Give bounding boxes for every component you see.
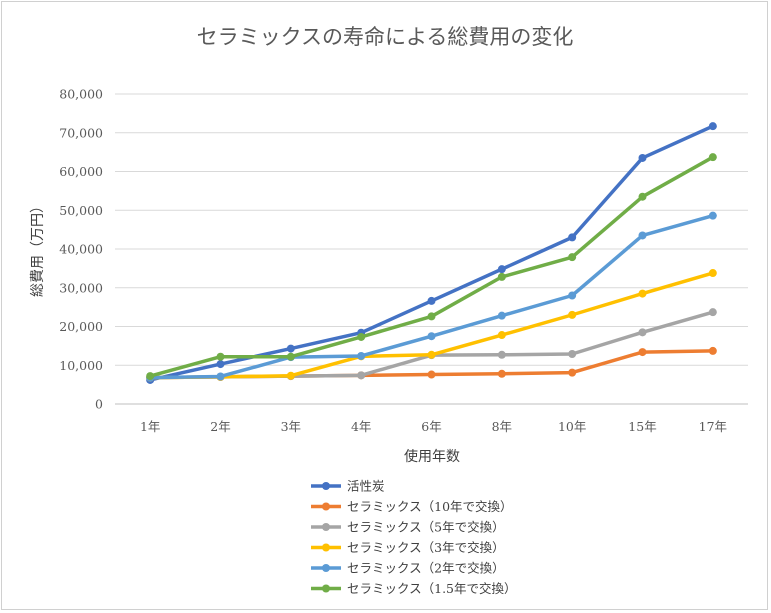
data-point bbox=[638, 153, 647, 162]
legend-label: セラミックス（1.5年で交換） bbox=[347, 581, 517, 596]
data-point bbox=[568, 233, 577, 242]
data-point bbox=[497, 265, 506, 274]
y-axis-title: 総費用（万円） bbox=[30, 199, 46, 297]
y-tick-label: 0 bbox=[95, 397, 103, 412]
x-tick-label: 17年 bbox=[699, 419, 727, 434]
data-point bbox=[638, 231, 647, 240]
data-point bbox=[497, 369, 506, 378]
x-axis-title: 使用年数 bbox=[404, 448, 460, 465]
series-path bbox=[148, 310, 715, 380]
legend-swatch-marker bbox=[322, 502, 330, 511]
x-tick-label: 8年 bbox=[492, 419, 512, 434]
legend-label: 活性炭 bbox=[347, 479, 385, 494]
x-tick-label: 10年 bbox=[558, 419, 586, 434]
legend-label: セラミックス（3年で交換） bbox=[347, 540, 505, 555]
legend-label: セラミックス（5年で交換） bbox=[347, 520, 505, 535]
y-tick-label: 30,000 bbox=[59, 280, 103, 295]
legend-swatch-marker bbox=[322, 523, 330, 531]
legend-item: 活性炭 bbox=[311, 479, 385, 494]
y-tick-label: 40,000 bbox=[59, 242, 103, 257]
x-axis-ticks: 1年 2年 3年 4年 6年 8年 10年 15年 17年 bbox=[140, 419, 727, 434]
legend-label: セラミックス（2年で交換） bbox=[347, 561, 505, 576]
data-point bbox=[638, 192, 647, 201]
legend-label: セラミックス（10年で交換） bbox=[347, 499, 513, 514]
data-point bbox=[708, 308, 717, 317]
legend-item: セラミックス（3年で交換） bbox=[311, 540, 505, 555]
y-tick-label: 60,000 bbox=[59, 164, 103, 179]
data-point bbox=[357, 351, 366, 360]
y-tick-label: 20,000 bbox=[59, 319, 103, 334]
legend-item: セラミックス（5年で交換） bbox=[311, 520, 505, 535]
data-point bbox=[638, 348, 647, 357]
series-line bbox=[146, 153, 717, 381]
data-point bbox=[427, 370, 436, 379]
data-point bbox=[638, 289, 647, 298]
x-tick-label: 4年 bbox=[351, 419, 371, 434]
y-tick-label: 50,000 bbox=[59, 203, 103, 218]
data-point bbox=[708, 153, 717, 162]
data-point bbox=[286, 371, 295, 380]
data-point bbox=[427, 350, 436, 359]
data-point bbox=[568, 291, 577, 300]
data-point bbox=[708, 211, 717, 220]
legend-item: セラミックス（1.5年で交換） bbox=[311, 581, 517, 596]
legend-swatch-marker bbox=[322, 482, 330, 490]
legend-swatch-marker bbox=[322, 543, 330, 552]
data-point bbox=[357, 371, 366, 380]
data-point bbox=[497, 272, 506, 281]
data-point bbox=[497, 311, 506, 320]
y-tick-label: 10,000 bbox=[59, 358, 103, 373]
legend-swatch-marker bbox=[322, 564, 330, 572]
data-point bbox=[216, 372, 225, 381]
series-lines bbox=[146, 122, 717, 384]
data-point bbox=[146, 372, 155, 381]
x-tick-label: 2年 bbox=[210, 419, 230, 434]
data-point bbox=[286, 352, 295, 361]
legend-swatch-marker bbox=[322, 584, 330, 593]
data-point bbox=[427, 296, 436, 305]
data-point bbox=[708, 122, 717, 131]
series-line bbox=[146, 122, 717, 384]
chart-title: セラミックスの寿命による総費用の変化 bbox=[197, 25, 574, 49]
series-path bbox=[148, 124, 715, 382]
y-tick-label: 70,000 bbox=[59, 125, 103, 140]
data-point bbox=[286, 344, 295, 353]
data-point bbox=[216, 360, 225, 369]
data-point bbox=[427, 332, 436, 341]
data-point bbox=[568, 310, 577, 319]
data-point bbox=[568, 253, 577, 262]
data-point bbox=[497, 350, 506, 359]
data-point bbox=[568, 350, 577, 359]
x-tick-label: 3年 bbox=[281, 419, 301, 434]
x-tick-label: 6年 bbox=[421, 419, 441, 434]
legend-item: セラミックス（10年で交換） bbox=[311, 499, 513, 514]
data-point bbox=[427, 312, 436, 321]
y-tick-label: 80,000 bbox=[59, 87, 103, 102]
data-point bbox=[497, 331, 506, 340]
data-point bbox=[357, 332, 366, 341]
x-tick-label: 1年 bbox=[140, 419, 160, 434]
data-point bbox=[568, 368, 577, 377]
y-axis-ticks: 0 10,000 20,000 30,000 40,000 50,000 60,000 70,… bbox=[59, 87, 103, 412]
x-tick-label: 15年 bbox=[628, 419, 656, 434]
data-point bbox=[216, 352, 225, 361]
data-point bbox=[708, 346, 717, 355]
series-path bbox=[148, 155, 715, 378]
data-point bbox=[638, 328, 647, 337]
data-point bbox=[708, 269, 717, 278]
legend-item: セラミックス（2年で交換） bbox=[311, 561, 505, 576]
